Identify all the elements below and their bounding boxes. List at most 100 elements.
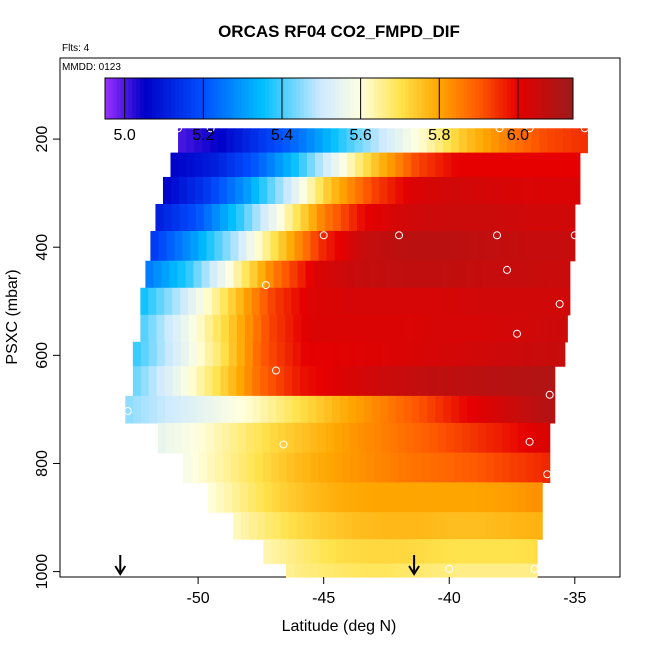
heatmap-cell: [367, 563, 376, 578]
heatmap-cell: [326, 231, 336, 262]
heatmap-cell: [358, 452, 367, 483]
heatmap-cell: [363, 287, 372, 316]
heatmap-cell: [232, 482, 241, 513]
colorbar-segment: [311, 78, 317, 119]
heatmap-cell: [236, 395, 246, 424]
heatmap-cell: [515, 152, 525, 178]
heatmap-cell: [508, 341, 518, 367]
heatmap-cell: [228, 203, 237, 232]
data-point: [570, 231, 579, 240]
heatmap-cell: [229, 422, 239, 454]
heatmap-cell: [429, 422, 439, 454]
heatmap-cell: [166, 231, 176, 262]
heatmap-cell: [206, 452, 216, 483]
heatmap-cell: [331, 152, 340, 178]
heatmap-cell: [418, 128, 428, 154]
heatmap-cell: [149, 395, 158, 424]
heatmap-cell: [239, 482, 249, 513]
heatmap-cell: [193, 260, 203, 289]
heatmap-cell: [368, 539, 377, 565]
heatmap-cell: [446, 231, 456, 262]
heatmap-cell: [472, 563, 482, 578]
heatmap-cell: [302, 231, 312, 262]
heatmap-cell: [347, 366, 357, 397]
heatmap-cell: [516, 341, 526, 367]
heatmap-cell: [279, 539, 289, 565]
heatmap-cell: [521, 260, 531, 289]
colorbar-segment: [296, 78, 301, 119]
heatmap-cell: [252, 203, 261, 232]
heatmap-cell: [434, 287, 444, 316]
heatmap-cell: [389, 422, 399, 454]
colorbar-segment: [186, 78, 192, 119]
heatmap-cell: [249, 260, 259, 289]
heatmap-cell: [191, 452, 200, 483]
heatmap-cell: [357, 422, 367, 454]
heatmap-cell: [323, 287, 332, 316]
heatmap-cell: [506, 287, 515, 316]
heatmap-cell: [475, 366, 484, 397]
heatmap-cell: [494, 203, 503, 232]
heatmap-cell: [533, 452, 543, 483]
heatmap-cell: [483, 176, 493, 205]
heatmap-cell: [302, 452, 312, 483]
heatmap-cell: [435, 366, 444, 397]
heatmap-cell: [429, 203, 439, 232]
heatmap-cell: [165, 395, 174, 424]
heatmap-cell: [438, 452, 447, 483]
colorbar-segment: [210, 78, 215, 119]
data-point: [174, 124, 182, 133]
heatmap-cell: [153, 260, 162, 289]
heatmap-cell: [287, 539, 297, 565]
heatmap-cell: [370, 128, 380, 154]
heatmap-cell: [499, 395, 508, 424]
heatmap-cell: [390, 314, 399, 343]
heatmap-cell: [483, 152, 493, 178]
heatmap-cell: [316, 203, 326, 232]
colorbar-segment: [171, 78, 176, 119]
heatmap-cell: [244, 341, 254, 367]
colorbar-segment: [128, 78, 133, 119]
heatmap-cell: [533, 422, 543, 454]
heatmap-cell: [161, 260, 171, 289]
colorbar-segment: [300, 78, 305, 119]
heatmap-cell: [210, 128, 219, 154]
colorbar-segment: [276, 78, 281, 119]
colorbar-segment: [245, 78, 250, 119]
heatmap-cell: [537, 260, 547, 289]
heatmap-cell: [305, 260, 315, 289]
heatmap-cell: [141, 395, 150, 424]
heatmap-cell: [402, 128, 412, 154]
heatmap-cell: [220, 395, 230, 424]
y-tick-label: 400: [34, 234, 51, 261]
heatmap-cell: [448, 539, 458, 565]
heatmap-cell: [260, 366, 269, 397]
data-point: [503, 265, 511, 274]
heatmap-cell: [433, 260, 443, 289]
heatmap-cell: [389, 203, 398, 232]
heatmap-cell: [383, 482, 392, 513]
heatmap-cell: [512, 563, 522, 578]
heatmap-cell: [365, 314, 375, 343]
heatmap-cell: [156, 341, 166, 367]
colorbar-segment: [190, 78, 196, 119]
heatmap-cell: [275, 287, 285, 316]
heatmap-cell: [212, 366, 221, 397]
heatmap-cell: [365, 422, 375, 454]
heatmap-cell: [300, 341, 310, 367]
heatmap-cell: [268, 203, 277, 232]
heatmap-cell: [291, 287, 300, 316]
heatmap-cell: [369, 260, 379, 289]
heatmap-cell: [332, 203, 342, 232]
colorbar-segment: [541, 78, 547, 119]
heatmap-cell: [401, 260, 411, 289]
heatmap-cell: [338, 128, 348, 154]
heatmap-cell: [132, 366, 142, 397]
data-point: [530, 564, 539, 573]
heatmap-cell: [157, 422, 167, 454]
heatmap-cell: [278, 231, 288, 262]
heatmap-cell: [421, 422, 431, 454]
heatmap-cell: [373, 314, 383, 343]
heatmap-cell: [284, 203, 294, 232]
heatmap-cell: [423, 512, 432, 540]
